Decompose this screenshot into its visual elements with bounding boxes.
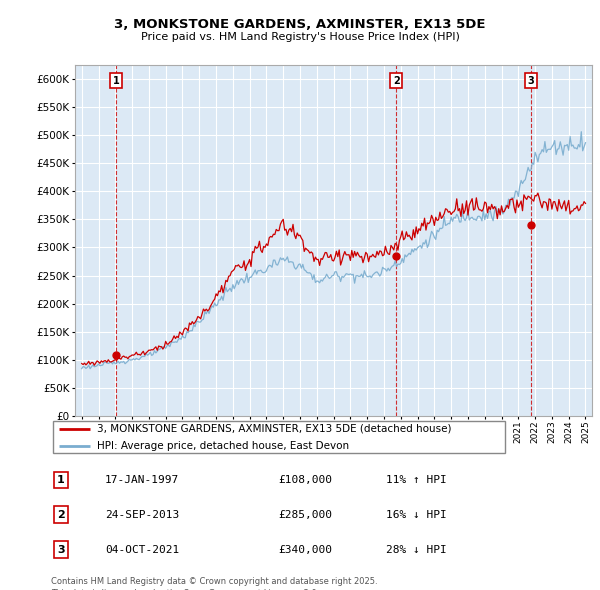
Text: 3: 3	[528, 76, 535, 86]
Text: HPI: Average price, detached house, East Devon: HPI: Average price, detached house, East…	[97, 441, 349, 451]
Text: 3, MONKSTONE GARDENS, AXMINSTER, EX13 5DE (detached house): 3, MONKSTONE GARDENS, AXMINSTER, EX13 5D…	[97, 424, 451, 434]
Text: £285,000: £285,000	[278, 510, 332, 520]
Text: 2: 2	[393, 76, 400, 86]
Text: 28% ↓ HPI: 28% ↓ HPI	[386, 545, 446, 555]
Text: 2: 2	[57, 510, 65, 520]
Text: £108,000: £108,000	[278, 475, 332, 485]
Text: 3, MONKSTONE GARDENS, AXMINSTER, EX13 5DE: 3, MONKSTONE GARDENS, AXMINSTER, EX13 5D…	[114, 18, 486, 31]
Text: 24-SEP-2013: 24-SEP-2013	[105, 510, 179, 520]
Text: Price paid vs. HM Land Registry's House Price Index (HPI): Price paid vs. HM Land Registry's House …	[140, 32, 460, 41]
Text: 17-JAN-1997: 17-JAN-1997	[105, 475, 179, 485]
Text: Contains HM Land Registry data © Crown copyright and database right 2025.
This d: Contains HM Land Registry data © Crown c…	[51, 577, 377, 590]
Text: 1: 1	[113, 76, 119, 86]
Text: 04-OCT-2021: 04-OCT-2021	[105, 545, 179, 555]
Text: 16% ↓ HPI: 16% ↓ HPI	[386, 510, 446, 520]
Text: 3: 3	[57, 545, 65, 555]
FancyBboxPatch shape	[53, 421, 505, 453]
Text: 11% ↑ HPI: 11% ↑ HPI	[386, 475, 446, 485]
Text: 1: 1	[57, 475, 65, 485]
Text: £340,000: £340,000	[278, 545, 332, 555]
